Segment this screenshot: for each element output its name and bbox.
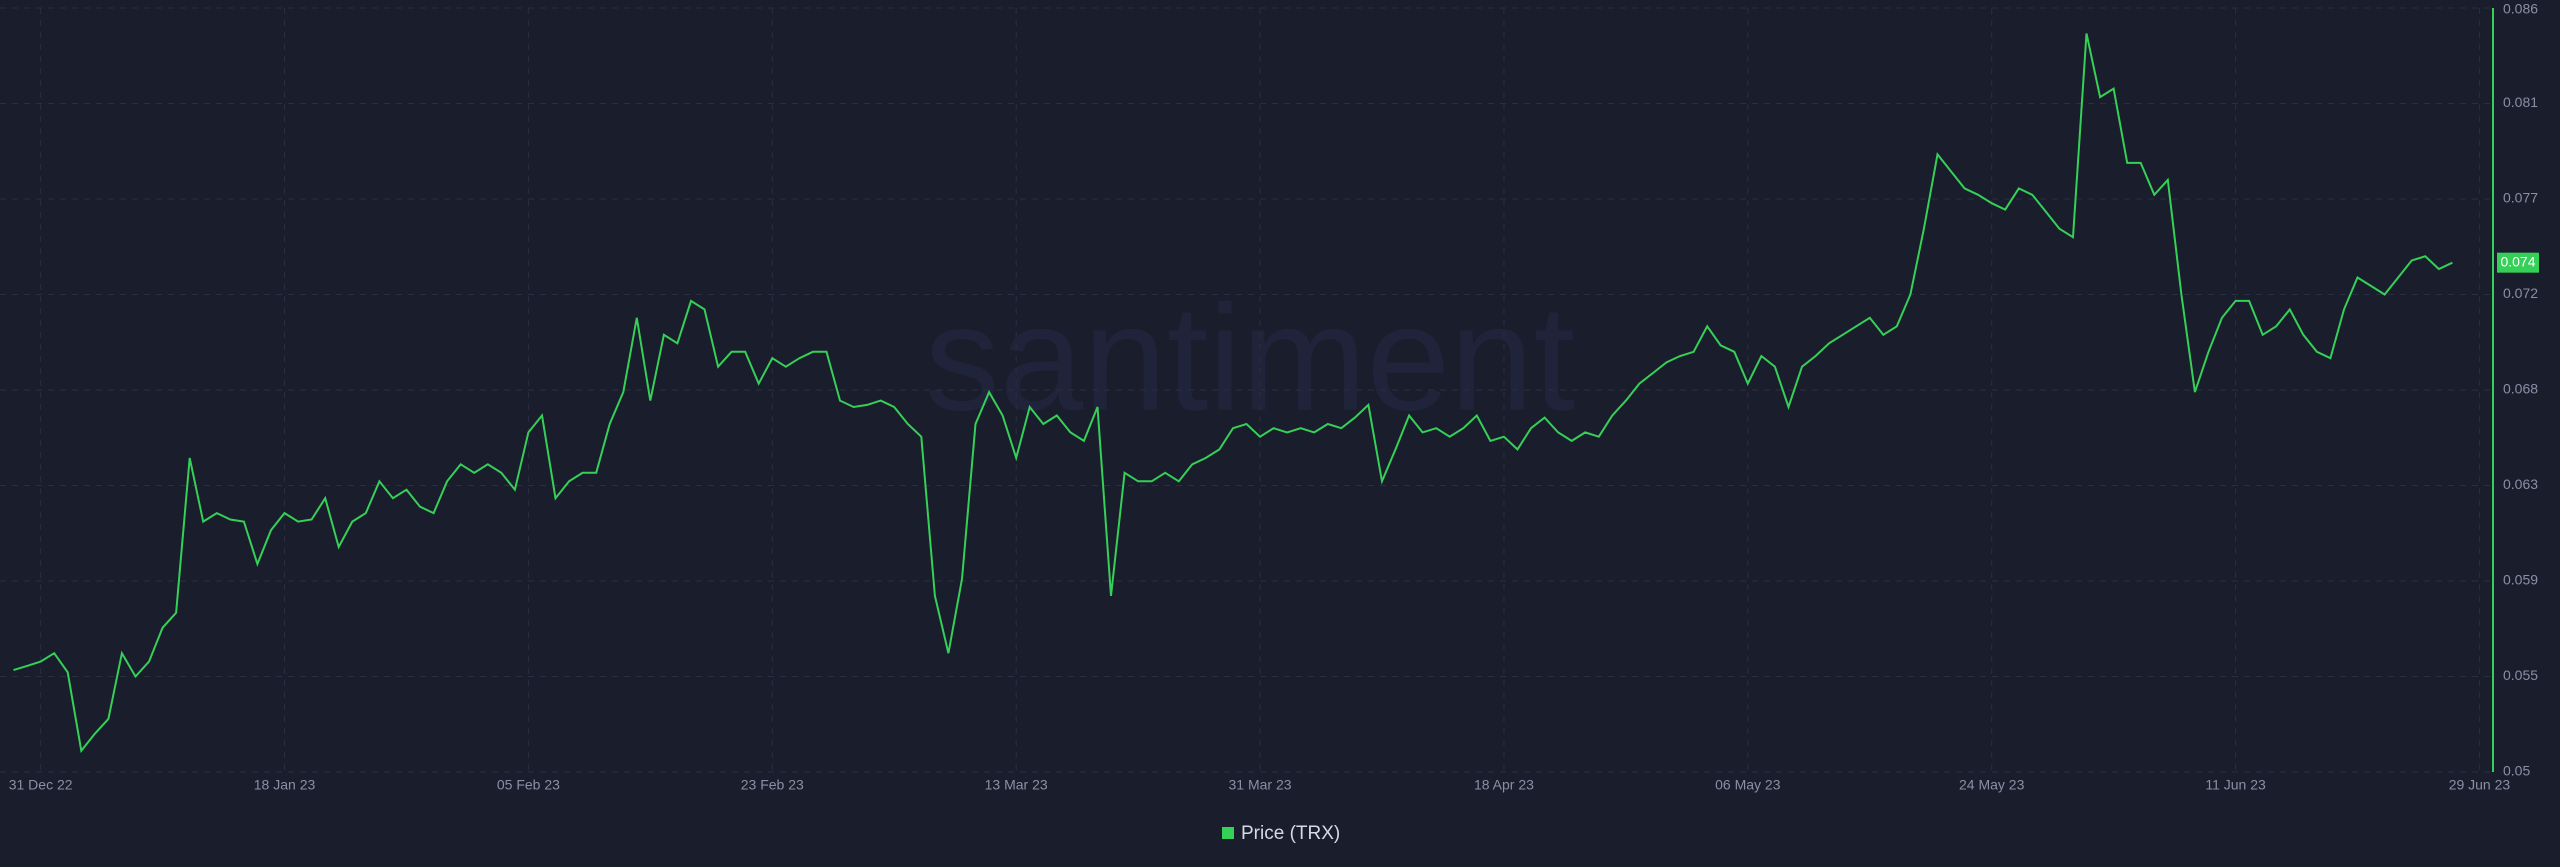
x-tick-label: 05 Feb 23 <box>497 777 560 793</box>
x-tick-label: 13 Mar 23 <box>985 777 1048 793</box>
x-tick-label: 31 Mar 23 <box>1229 777 1292 793</box>
last-value-label: 0.074 <box>2500 253 2535 269</box>
y-tick-label: 0.072 <box>2503 285 2538 301</box>
x-tick-label: 24 May 23 <box>1959 777 2025 793</box>
x-tick-label: 18 Apr 23 <box>1474 777 1534 793</box>
x-tick-label: 11 Jun 23 <box>2205 777 2266 793</box>
x-tick-label: 29 Jun 23 <box>2449 777 2511 793</box>
price-line <box>13 33 2453 754</box>
y-tick-label: 0.05 <box>2503 763 2530 779</box>
legend-label: Price (TRX) <box>1241 823 1340 844</box>
y-tick-label: 0.063 <box>2503 476 2538 492</box>
x-tick-label: 23 Feb 23 <box>741 777 804 793</box>
y-tick-label: 0.068 <box>2503 381 2538 397</box>
watermark: santiment <box>925 274 1575 442</box>
x-tick-label: 31 Dec 22 <box>9 777 73 793</box>
y-tick-label: 0.077 <box>2503 190 2538 206</box>
y-tick-label: 0.081 <box>2503 94 2538 110</box>
y-tick-label: 0.055 <box>2503 667 2538 683</box>
x-tick-label: 06 May 23 <box>1715 777 1781 793</box>
x-tick-label: 18 Jan 23 <box>254 777 316 793</box>
legend-swatch <box>1222 827 1234 839</box>
y-tick-label: 0.059 <box>2503 572 2538 588</box>
last-value-badge <box>2497 252 2539 273</box>
y-tick-label: 0.086 <box>2503 1 2538 17</box>
